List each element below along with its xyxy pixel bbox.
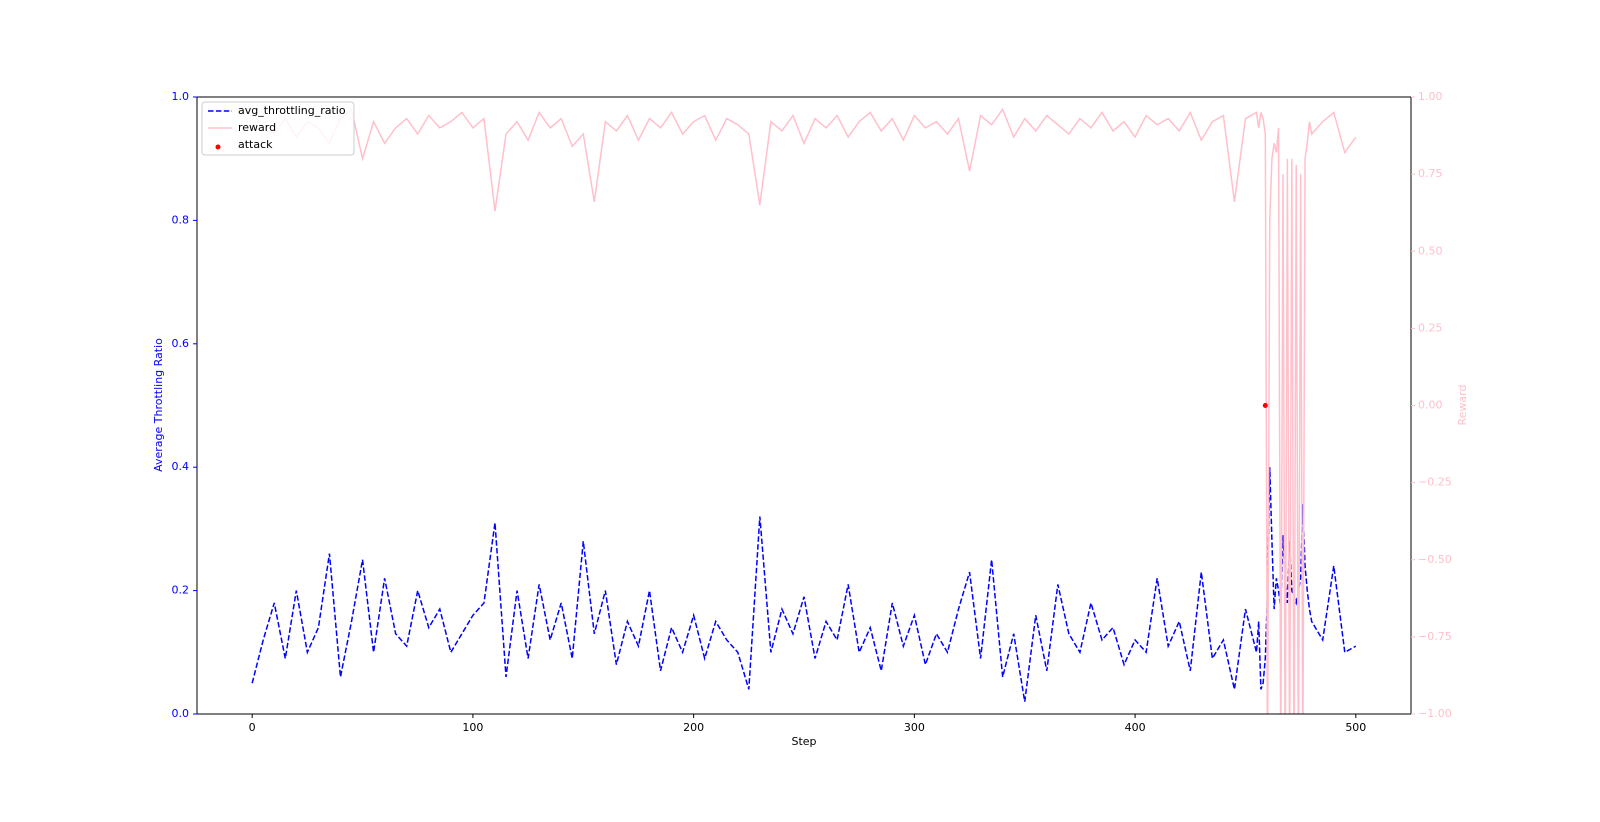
y-axis-label: Average Throttling Ratio <box>152 338 165 472</box>
y-tick-label: 1.0 <box>172 90 190 103</box>
y2-tick-label: −0.25 <box>1418 476 1452 489</box>
plot-area <box>251 107 1357 714</box>
y2-tick-label: 1.00 <box>1418 90 1443 103</box>
y2-tick-label: 0.25 <box>1418 321 1443 334</box>
y-tick-label: 0.2 <box>172 584 190 597</box>
legend-swatch <box>215 144 221 150</box>
y-tick-label: 0.4 <box>172 460 190 473</box>
legend-label: avg_throttling_ratio <box>238 104 346 117</box>
legend-box <box>201 101 355 156</box>
x-tick-label: 100 <box>462 721 483 734</box>
x-tick-label: 400 <box>1125 721 1146 734</box>
axes-frame <box>196 96 1412 715</box>
x-tick-label: 300 <box>904 721 925 734</box>
x-tick-label: 200 <box>683 721 704 734</box>
x-tick-label: 500 <box>1345 721 1366 734</box>
y2-axis-label: Reward <box>1456 385 1469 426</box>
y-tick-label: 0.0 <box>172 707 190 720</box>
y-tick-label: 0.8 <box>172 213 190 226</box>
legend-label: attack <box>238 138 273 151</box>
y2-tick-label: −0.50 <box>1418 553 1452 566</box>
series-line <box>251 467 1357 702</box>
attack-marker <box>1262 403 1268 408</box>
y-tick-label: 0.6 <box>172 337 190 350</box>
y2-tick-label: 0.00 <box>1418 399 1443 412</box>
series-line <box>251 107 1357 714</box>
x-axis-label: Step <box>791 735 816 748</box>
y2-tick-label: 0.75 <box>1418 167 1443 180</box>
x-tick-label: 0 <box>249 721 256 734</box>
y2-tick-label: −0.75 <box>1418 630 1452 643</box>
y2-tick-label: −1.00 <box>1418 707 1452 720</box>
y2-tick-label: 0.50 <box>1418 244 1443 257</box>
legend-label: reward <box>238 121 276 134</box>
